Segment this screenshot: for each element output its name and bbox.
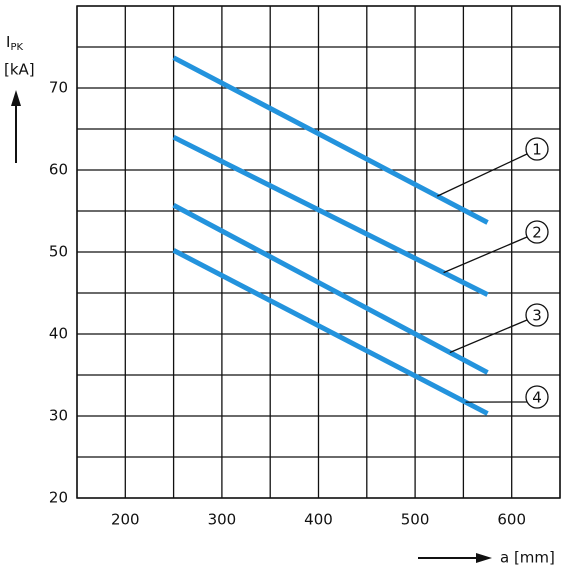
y-tick-label: 20 [49,489,68,507]
series-line [172,55,489,225]
y-label-sub: PK [10,42,23,53]
series-label: 4 [532,389,542,407]
series-label: 2 [532,224,542,242]
series-line [172,203,489,375]
y-tick-label: 40 [49,325,68,343]
y-tick-label: 70 [49,79,68,97]
label-circle [525,137,549,161]
series-label: 3 [532,307,542,325]
leader-line [437,153,528,197]
y-label-main: I [6,33,10,51]
y-tick-label: 60 [49,161,68,179]
x-tick-label: 500 [401,511,430,529]
x-tick-label: 400 [304,511,333,529]
label-circle [525,220,549,244]
y-tick-label: 50 [49,243,68,261]
series-label: 1 [532,141,542,159]
label-circle [525,303,549,327]
y-arrow-head [11,90,21,106]
series-line [172,248,489,416]
y-unit: [kA] [4,61,35,79]
leader-line [449,319,528,354]
series-line [172,134,489,297]
label-circle [525,385,549,409]
x-tick-label: 200 [111,511,140,529]
y-axis-label: IPK [6,33,23,54]
x-tick-label: 300 [208,511,237,529]
leader-line [443,236,528,274]
x-arrow-head [476,553,492,563]
x-axis-label: a [mm] [500,549,555,567]
y-tick-label: 30 [49,407,68,425]
plot-frame [76,5,561,499]
x-tick-label: 600 [497,511,526,529]
